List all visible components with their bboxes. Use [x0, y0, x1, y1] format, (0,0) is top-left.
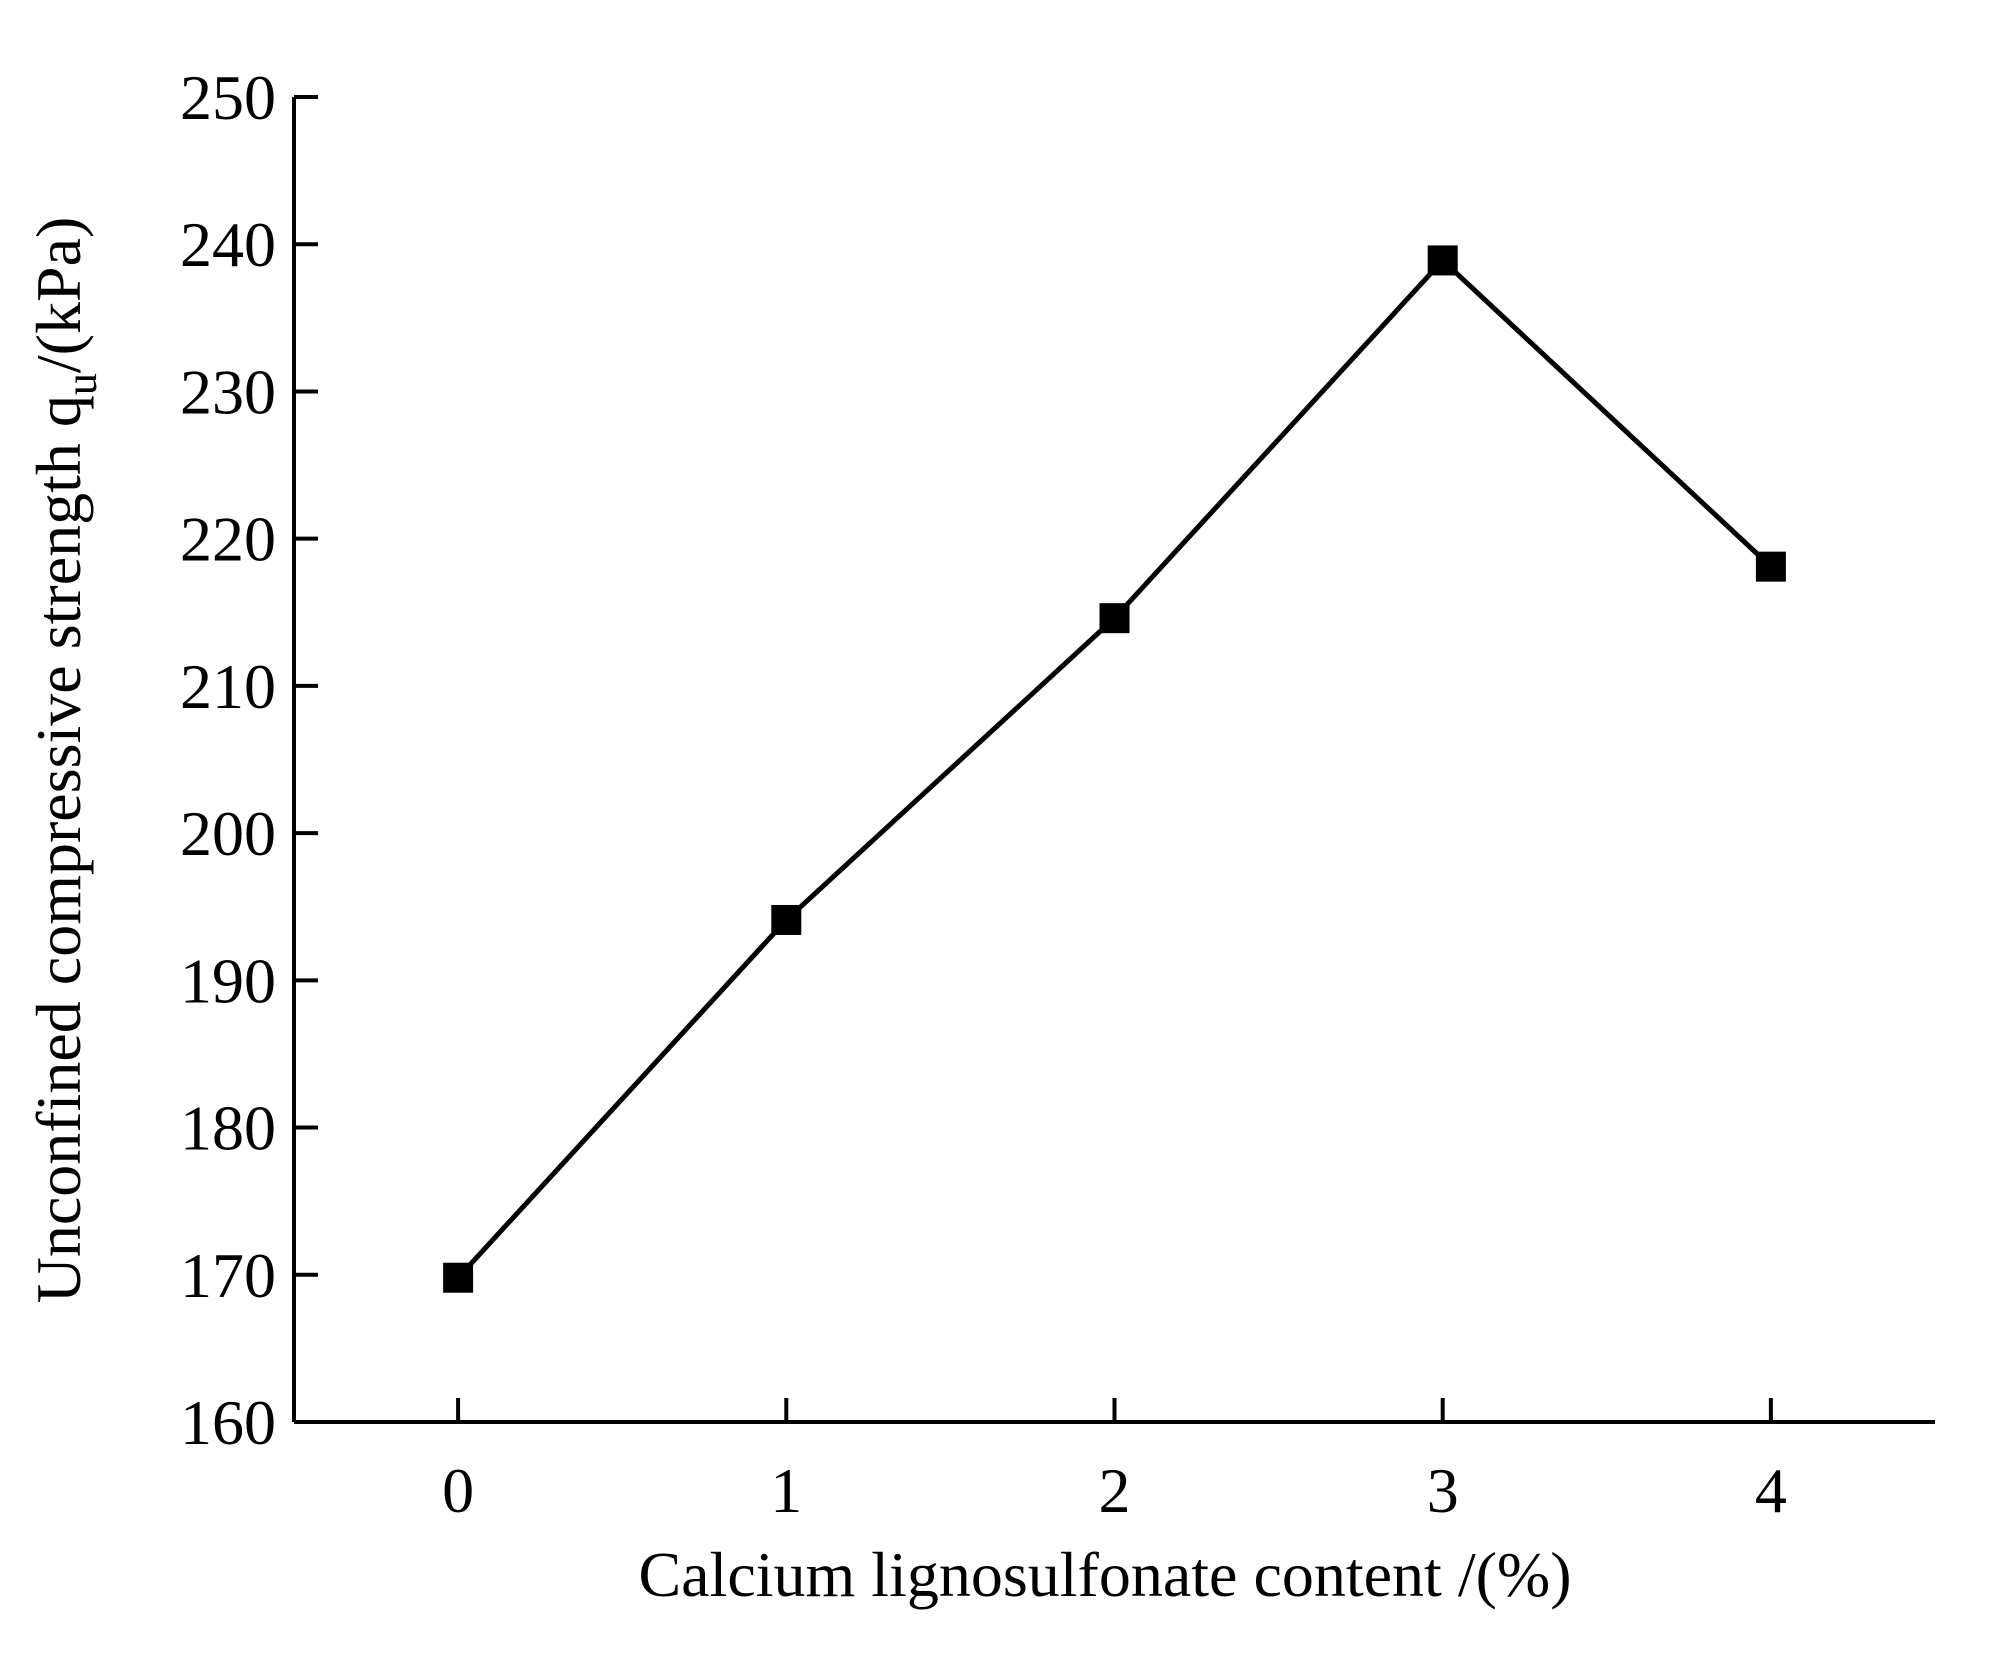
y-axis-title-suffix: /(kPa): [23, 217, 94, 373]
data-point-marker: [443, 1262, 474, 1293]
y-axis-title: Unconfined compressive strength qu/(kPa): [23, 217, 106, 1304]
y-tick-label: 230: [180, 356, 276, 427]
y-ticks: 160 170 180 190 200 210 220 230 240 250: [180, 62, 318, 1458]
y-tick-label: 200: [180, 798, 276, 869]
data-point-marker: [1755, 551, 1786, 582]
y-tick-label: 190: [180, 945, 276, 1016]
y-axis-title-main: Unconfined compressive strength q: [23, 395, 94, 1303]
axes: [292, 97, 1935, 1424]
x-tick-label: 4: [1755, 1455, 1787, 1526]
y-axis-title-subscript: u: [57, 373, 106, 395]
x-tick-label: 1: [770, 1455, 802, 1526]
y-tick-label: 170: [180, 1240, 276, 1311]
x-ticks: 0 1 2 3 4: [442, 1398, 1787, 1526]
x-tick-label: 3: [1427, 1455, 1459, 1526]
x-axis-title: Calcium lignosulfonate content /(%): [638, 1539, 1571, 1610]
data-point-marker: [1427, 245, 1458, 276]
x-tick-label: 0: [442, 1455, 474, 1526]
y-tick-label: 160: [180, 1387, 276, 1458]
y-tick-label: 240: [180, 209, 276, 280]
y-tick-label: 250: [180, 62, 276, 133]
series-line: [456, 256, 1773, 1280]
x-tick-label: 2: [1099, 1455, 1131, 1526]
data-point-marker: [771, 904, 802, 935]
y-tick-label: 210: [180, 651, 276, 722]
y-tick-label: 180: [180, 1093, 276, 1164]
series-layer: [443, 245, 1786, 1293]
data-point-marker: [1099, 603, 1130, 634]
y-tick-label: 220: [180, 504, 276, 575]
